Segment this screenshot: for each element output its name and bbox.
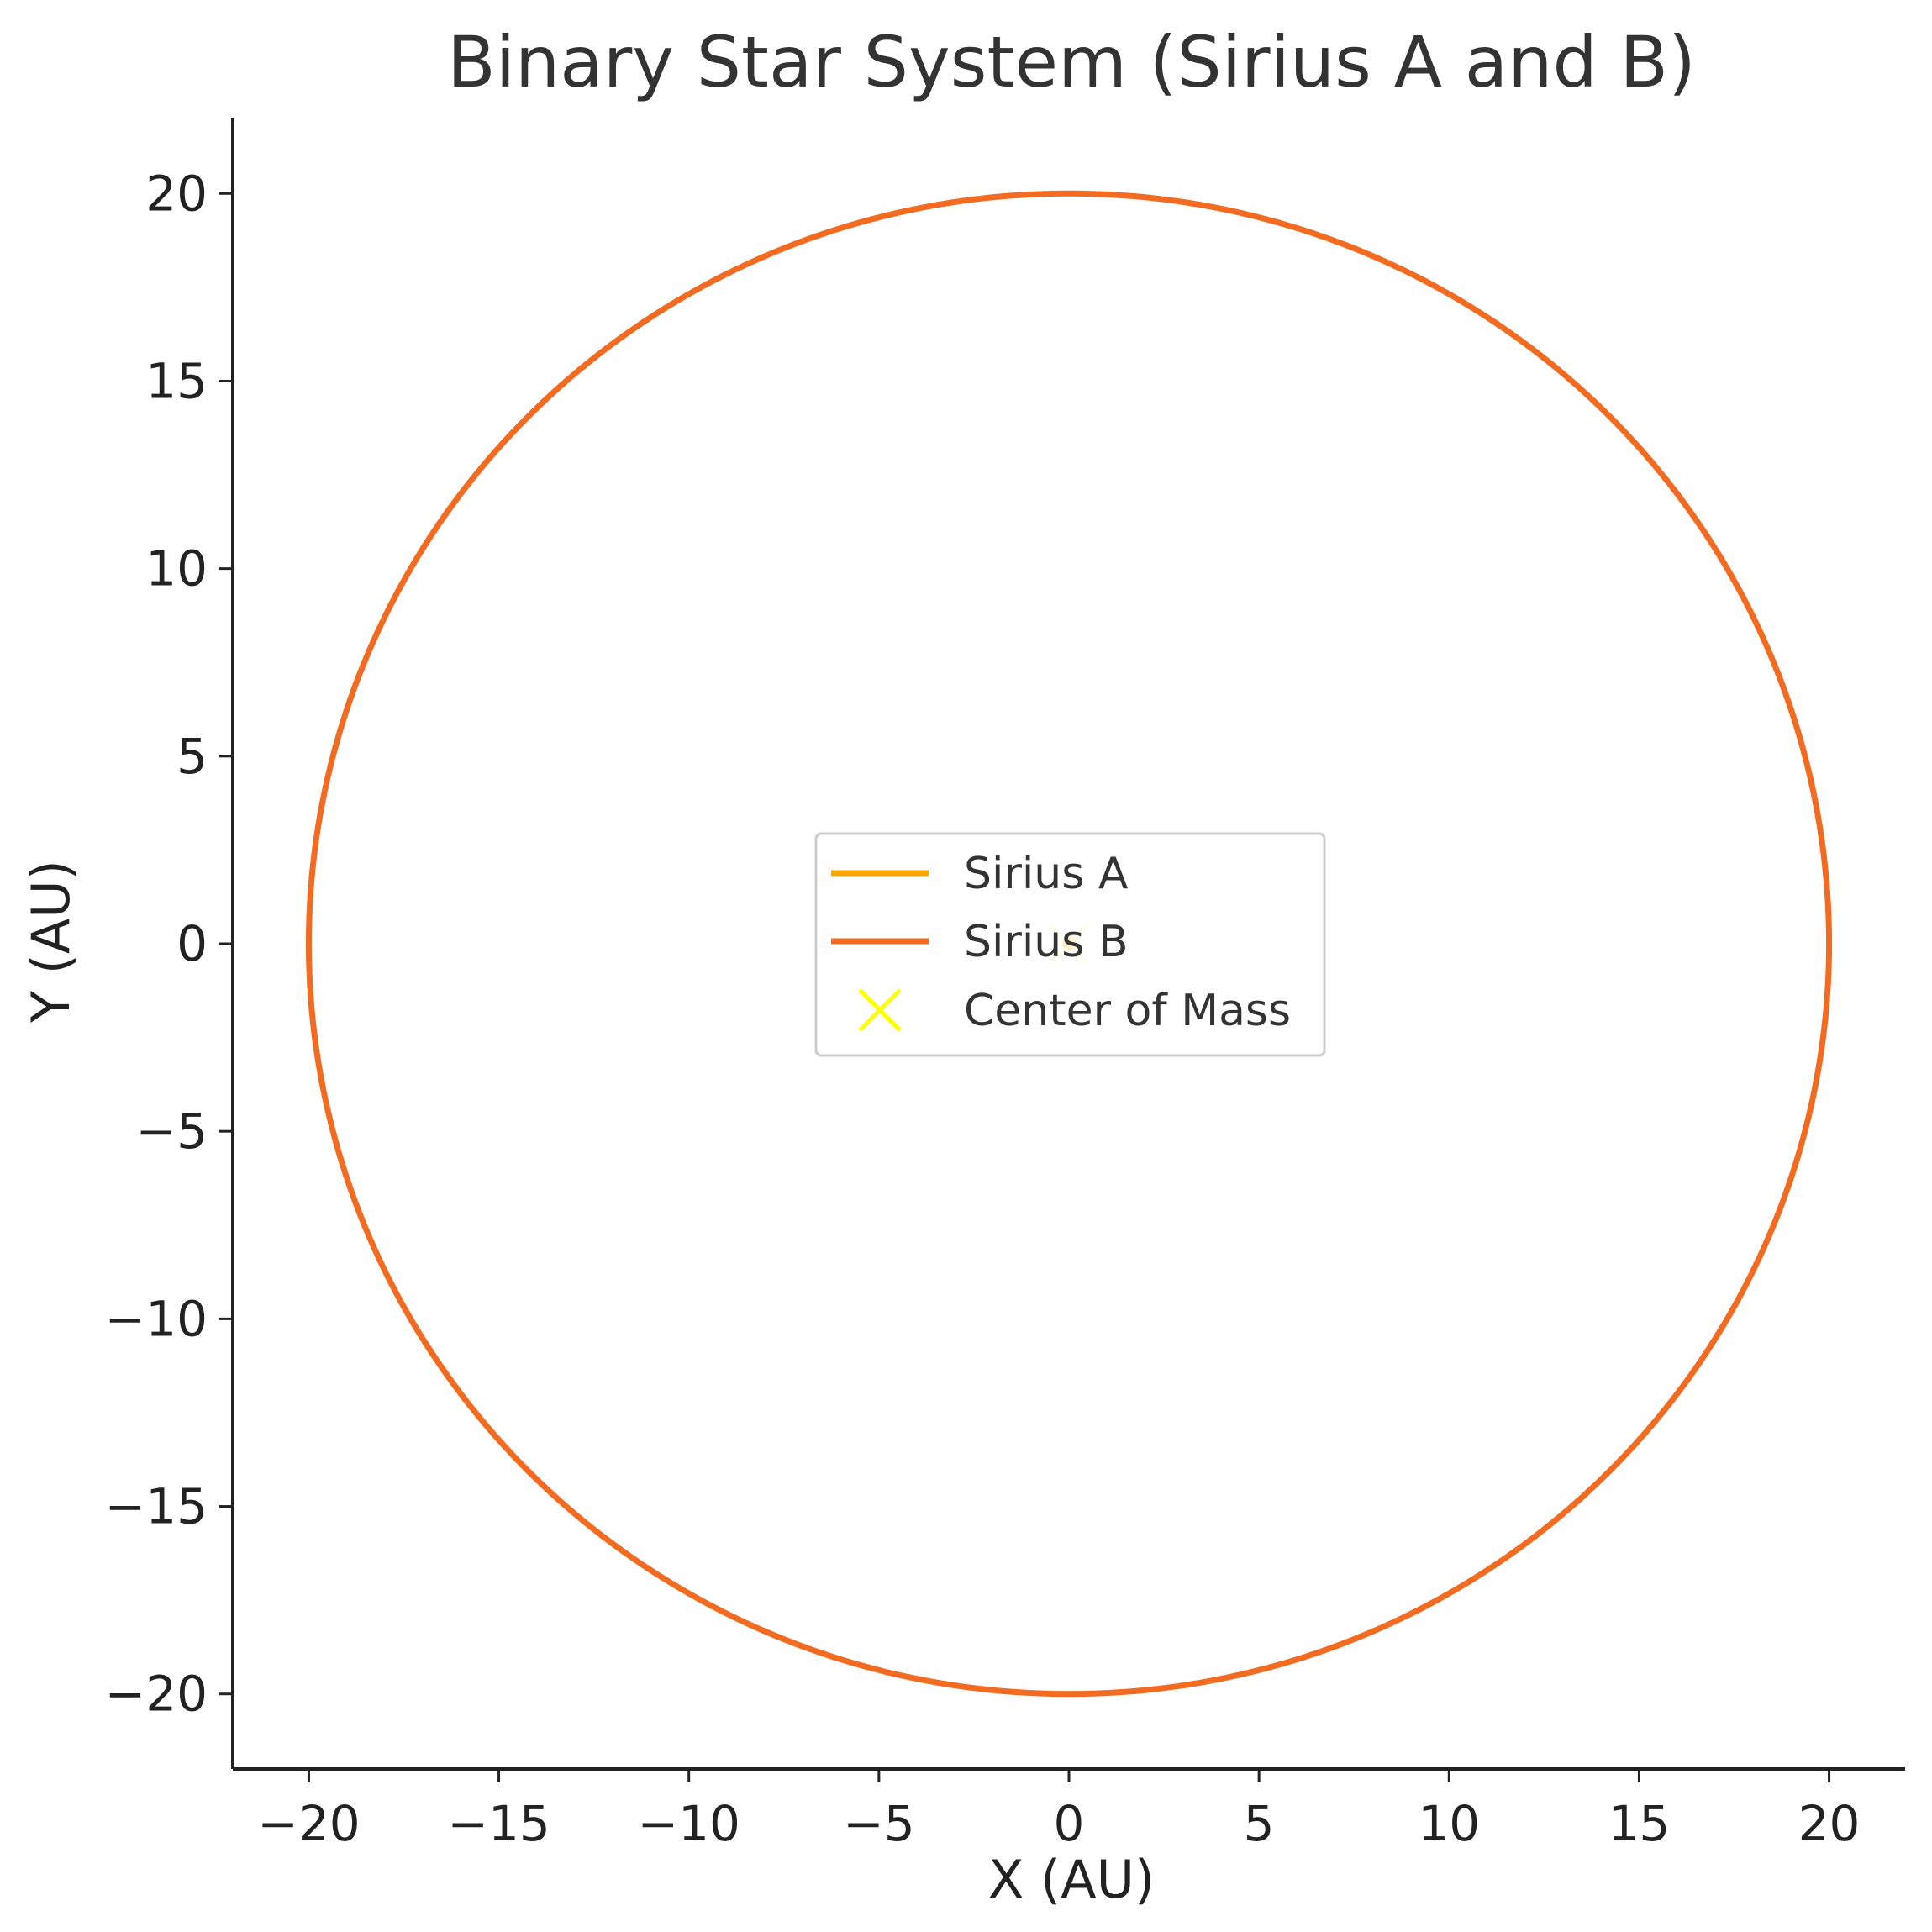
y-tick-label: 5: [176, 728, 208, 785]
y-axis-label: Y (AU): [20, 860, 82, 1024]
x-tick-label: −15: [447, 1795, 550, 1852]
series-sirius-b-orbit: [305, 190, 1833, 1698]
y-tick-label: 15: [145, 352, 208, 409]
legend: Sirius A Sirius B Center of Mass: [814, 832, 1326, 1057]
legend-label-sirius-b: Sirius B: [964, 917, 1129, 967]
legend-label-center-of-mass: Center of Mass: [964, 986, 1291, 1036]
ticks: −20 −15 −10 −5 0 5 10 15 20 −20 −15 −10 −5 0 5 10 15 20: [105, 165, 1861, 1852]
legend-label-sirius-a: Sirius A: [964, 849, 1129, 899]
chart-title: Binary Star System (Sirius A and B): [447, 21, 1696, 103]
legend-swatch-center-of-mass: [858, 988, 902, 1032]
y-tick-label: −5: [136, 1103, 208, 1160]
x-tick-label: 10: [1418, 1795, 1480, 1852]
y-tick-label: 0: [176, 915, 208, 972]
x-tick-label: 0: [1054, 1795, 1085, 1852]
x-axis-label: X (AU): [988, 1849, 1155, 1910]
x-tick-label: −10: [638, 1795, 740, 1852]
y-tick-label: −10: [105, 1290, 208, 1347]
x-tick-label: −5: [843, 1795, 915, 1852]
y-tick-label: 10: [145, 540, 208, 597]
y-tick-label: −20: [105, 1666, 208, 1723]
legend-box: [814, 832, 1326, 1057]
x-tick-label: 15: [1608, 1795, 1671, 1852]
x-tick-label: 5: [1244, 1795, 1275, 1852]
x-tick-label: −20: [257, 1795, 360, 1852]
y-tick-label: −15: [105, 1478, 208, 1535]
y-tick-label: 20: [145, 165, 208, 222]
x-tick-label: 20: [1798, 1795, 1861, 1852]
